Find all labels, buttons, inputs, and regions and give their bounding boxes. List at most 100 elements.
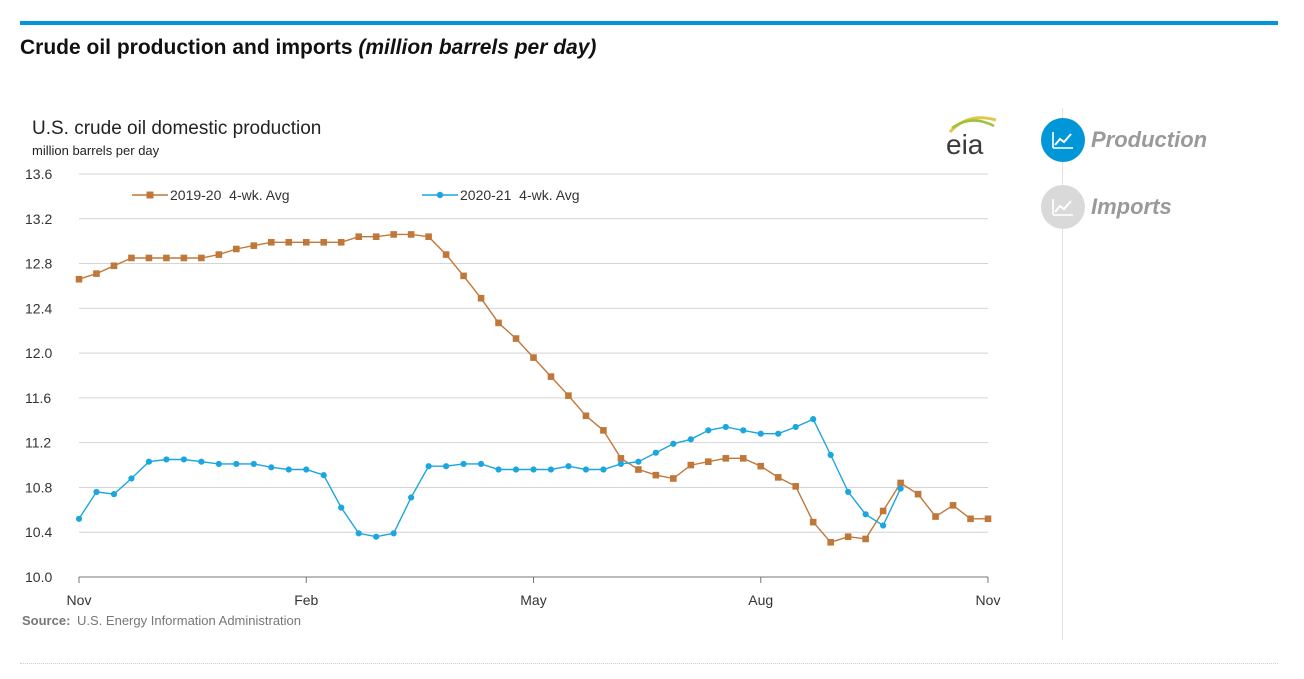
- data-point: [233, 460, 240, 468]
- data-point: [407, 231, 415, 238]
- data-point: [512, 466, 520, 473]
- data-point: [582, 412, 590, 420]
- source-text: U.S. Energy Information Administration: [77, 613, 301, 628]
- data-point: [425, 463, 432, 470]
- data-point: [425, 233, 432, 240]
- data-point: [460, 460, 467, 468]
- data-point: [530, 354, 537, 361]
- chart-x-axis: Nov Feb May Aug Nov: [67, 576, 1001, 608]
- y-tick-label: 13.2: [25, 211, 52, 227]
- y-tick-label: 12.0: [25, 345, 52, 361]
- data-point: [442, 463, 450, 470]
- data-point: [705, 427, 712, 434]
- data-point: [198, 254, 205, 262]
- y-tick-label: 10.4: [25, 524, 52, 540]
- data-point: [792, 423, 799, 431]
- data-point: [163, 456, 170, 463]
- data-point: [145, 458, 153, 465]
- data-point: [617, 455, 625, 462]
- data-point: [267, 238, 275, 246]
- data-point: [75, 275, 83, 283]
- data-point: [705, 458, 712, 465]
- data-point: [757, 430, 764, 437]
- series-1: [75, 416, 904, 540]
- source-note: Source: U.S. Energy Information Administ…: [22, 613, 301, 628]
- data-point: [844, 533, 852, 540]
- series-0: [75, 231, 992, 546]
- nav-item-production[interactable]: Production: [1041, 118, 1207, 162]
- data-point: [740, 427, 747, 434]
- legend-label: 2020-21 4-wk. Avg: [460, 187, 580, 203]
- data-point: [880, 522, 887, 529]
- data-point: [337, 238, 345, 246]
- x-tick-label: Aug: [748, 592, 773, 608]
- data-point: [163, 254, 170, 262]
- data-point: [897, 485, 904, 492]
- y-tick-label: 10.0: [25, 569, 52, 585]
- data-point: [949, 502, 957, 509]
- data-point: [495, 466, 502, 473]
- data-point: [93, 270, 100, 277]
- nav-item-imports[interactable]: Imports: [1041, 185, 1172, 229]
- legend-item-1: 2020-21 4-wk. Avg: [422, 187, 580, 203]
- data-point: [652, 449, 659, 456]
- y-tick-label: 13.6: [25, 166, 52, 182]
- data-point: [180, 254, 188, 262]
- y-tick-label: 10.8: [25, 479, 52, 495]
- data-point: [670, 440, 677, 447]
- production-chart: U.S. crude oil domestic production milli…: [22, 116, 1001, 628]
- data-point: [792, 483, 800, 490]
- data-point: [809, 518, 817, 526]
- data-point: [845, 488, 852, 496]
- data-point: [547, 466, 555, 473]
- data-point: [250, 242, 258, 249]
- data-point: [233, 245, 240, 253]
- data-point: [600, 466, 607, 473]
- y-tick-label: 12.4: [25, 300, 52, 316]
- data-point: [897, 479, 904, 487]
- data-point: [215, 460, 222, 468]
- data-point: [775, 430, 782, 437]
- y-tick-label: 11.2: [25, 435, 51, 451]
- data-point: [530, 466, 537, 473]
- data-point: [442, 251, 450, 258]
- data-point: [827, 451, 834, 459]
- data-point: [320, 472, 327, 479]
- data-point: [128, 475, 135, 482]
- page-title-text: Crude oil production and imports: [20, 36, 353, 59]
- data-point: [390, 530, 397, 537]
- data-point: [110, 262, 118, 270]
- data-point: [635, 466, 642, 473]
- chart-y-ticks: 13.6 13.2 12.8 12.4 12.0 11.6 11.2 10.8 10.4 10.0: [25, 166, 52, 585]
- x-tick-label: Nov: [976, 592, 1001, 608]
- data-point: [582, 466, 590, 473]
- data-point: [565, 392, 572, 399]
- data-point: [600, 427, 607, 434]
- legend-item-0: 2019-20 4-wk. Avg: [132, 187, 290, 203]
- page-title: Crude oil production and imports (millio…: [20, 36, 596, 60]
- data-point: [687, 461, 695, 469]
- data-point: [687, 436, 694, 443]
- data-point: [145, 254, 153, 262]
- data-point: [477, 460, 485, 468]
- header-top-rule: [20, 21, 1278, 25]
- data-point: [302, 238, 310, 246]
- data-point: [75, 515, 83, 522]
- data-point: [268, 464, 275, 471]
- nav-label-imports: Imports: [1091, 194, 1172, 219]
- data-point: [338, 504, 345, 511]
- data-point: [355, 233, 362, 240]
- data-point: [617, 460, 625, 468]
- chart-title: U.S. crude oil domestic production: [32, 118, 321, 139]
- data-point: [862, 535, 869, 543]
- data-point: [862, 511, 869, 518]
- data-point: [320, 238, 328, 246]
- nav-label-production: Production: [1091, 127, 1208, 152]
- data-point: [128, 254, 135, 262]
- page-title-unit: (million barrels per day): [358, 36, 597, 59]
- data-point: [984, 515, 992, 523]
- x-tick-label: May: [520, 592, 546, 608]
- data-point: [879, 507, 887, 515]
- data-point: [215, 251, 223, 258]
- data-point: [110, 491, 118, 498]
